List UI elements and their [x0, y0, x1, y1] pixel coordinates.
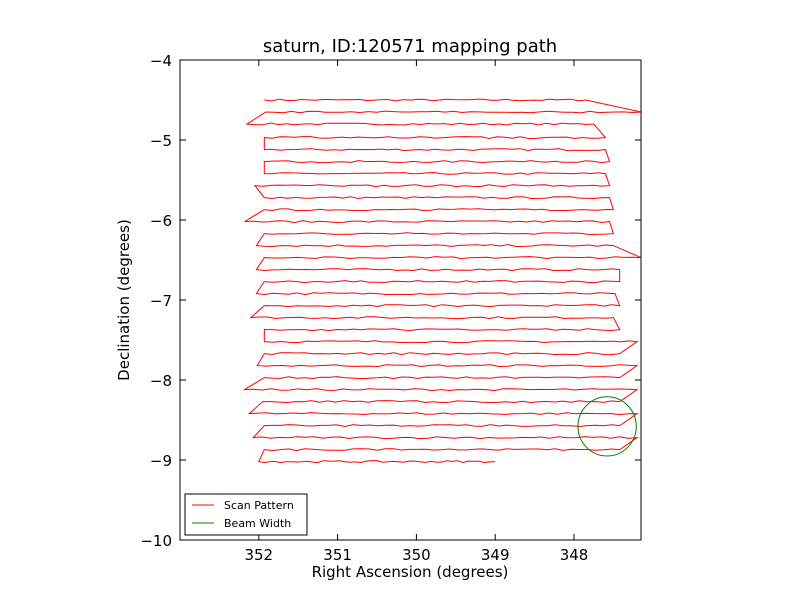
y-tick-label: −4 [150, 52, 172, 70]
x-axis-label: Right Ascension (degrees) [312, 563, 509, 581]
y-axis: −4 −5 −6 −7 −8 −9 −10 [140, 52, 641, 550]
beam-width-circle [577, 396, 637, 457]
y-tick-label: −6 [150, 212, 172, 230]
y-tick-label: −9 [150, 452, 172, 470]
scan-pattern-line [242, 98, 642, 464]
x-tick-label: 348 [560, 546, 589, 564]
x-tick-label: 352 [244, 546, 273, 564]
x-tick-label: 351 [323, 546, 352, 564]
y-tick-label: −5 [150, 132, 172, 150]
legend: Scan Pattern Beam Width [184, 493, 308, 536]
plot-content [242, 98, 642, 464]
x-tick-label: 349 [481, 546, 510, 564]
y-tick-label: −8 [150, 372, 172, 390]
x-tick-label: 350 [402, 546, 431, 564]
legend-box [184, 493, 308, 536]
chart-title: saturn, ID:120571 mapping path [263, 36, 557, 57]
legend-label-scan-pattern: Scan Pattern [224, 499, 294, 512]
x-axis: 352 351 350 349 348 [244, 60, 588, 564]
y-tick-label: −10 [140, 532, 172, 550]
y-axis-label: Declination (degrees) [115, 219, 133, 381]
y-tick-label: −7 [150, 292, 172, 310]
plot-area [180, 60, 641, 540]
legend-label-beam-width: Beam Width [224, 517, 291, 530]
